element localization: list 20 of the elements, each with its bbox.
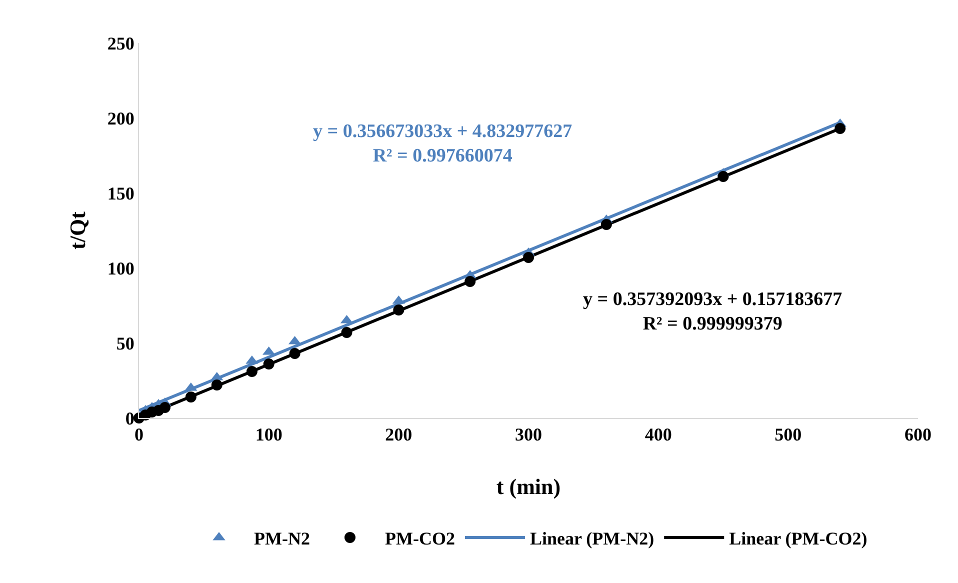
x-tick-label: 500 — [774, 424, 802, 445]
x-tick-label: 600 — [904, 424, 932, 445]
y-tick-label: 0 — [125, 408, 134, 428]
legend-label: PM-N2 — [254, 528, 310, 548]
y-tick-label: 250 — [107, 33, 134, 54]
y-tick-label: 100 — [107, 258, 134, 278]
y-tick-label: 150 — [107, 183, 134, 204]
x-tick-label: 200 — [385, 424, 412, 445]
y-axis-title: t/Qt — [65, 210, 90, 250]
y-tick-label: 200 — [107, 108, 134, 128]
legend-label: Linear (PM-N2) — [530, 528, 654, 548]
legend-label: Linear (PM-CO2) — [729, 528, 868, 548]
annotation: y = 0.357392093x + 0.157183677 R² = 0.999999379 — [583, 289, 843, 335]
x-axis-title: t (min) — [496, 474, 561, 499]
y-tick-label: 50 — [116, 333, 134, 354]
x-tick-label: 400 — [644, 424, 672, 445]
x-tick-label: 100 — [255, 424, 282, 445]
annotation: y = 0.356673033x + 4.832977627 R² = 0.997660074 — [313, 121, 573, 167]
legend-label: PM-CO2 — [384, 528, 455, 548]
x-tick-label: 300 — [515, 424, 542, 445]
